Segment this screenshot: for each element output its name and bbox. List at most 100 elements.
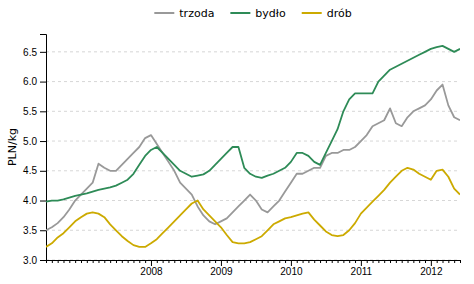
x-tick-mark <box>238 260 239 263</box>
x-tick-mark <box>454 260 455 263</box>
x-tick <box>437 260 438 263</box>
x-tick-mark <box>52 260 53 263</box>
x-tick-mark <box>63 260 64 263</box>
legend-label: trzoda <box>179 7 214 20</box>
x-tick <box>116 260 117 263</box>
legend-swatch <box>302 12 322 14</box>
x-tick <box>408 260 409 263</box>
grid-line <box>46 81 460 82</box>
grid-line <box>46 230 460 231</box>
series-line <box>46 46 460 202</box>
legend-item: bydło <box>230 7 286 20</box>
x-tick-mark <box>221 260 222 266</box>
x-tick-mark <box>98 260 99 263</box>
x-tick-mark <box>163 260 164 263</box>
x-tick <box>203 260 204 263</box>
x-tick <box>122 260 123 263</box>
x-tick-mark <box>122 260 123 263</box>
y-axis-title: PLN/kg <box>6 128 19 166</box>
y-tick-mark <box>40 141 46 142</box>
x-tick <box>215 260 216 263</box>
x-tick <box>355 260 356 263</box>
x-tick-mark <box>46 260 47 263</box>
x-axis: 20082009201020112012 <box>47 260 461 277</box>
y-axis: 3.03.54.04.55.05.56.06.5 <box>23 35 46 266</box>
y-tick-mark <box>40 52 46 53</box>
x-tick <box>233 260 234 263</box>
x-tick <box>87 260 88 263</box>
legend-label: drób <box>327 7 352 20</box>
x-tick <box>425 260 426 263</box>
series-line <box>46 168 460 247</box>
x-tick-mark <box>145 260 146 263</box>
legend-swatch <box>154 12 174 14</box>
plot-area: 3.03.54.04.55.05.56.06.52008200920102011… <box>23 35 460 278</box>
x-tick <box>332 260 333 263</box>
x-tick-mark <box>396 260 397 263</box>
y-tick-label: 3.0 <box>23 255 37 266</box>
x-tick-mark <box>314 260 315 263</box>
x-tick-mark <box>215 260 216 263</box>
x-tick <box>139 260 140 263</box>
x-tick-mark <box>425 260 426 263</box>
legend-item: trzoda <box>154 7 214 20</box>
x-tick-mark <box>250 260 251 263</box>
x-tick-mark <box>268 260 269 263</box>
x-tick <box>279 260 280 263</box>
x-tick <box>227 260 228 263</box>
x-tick-mark <box>338 260 339 263</box>
x-tick-mark <box>431 260 432 266</box>
y-tick: 4.0 <box>23 195 46 206</box>
x-tick <box>93 260 94 263</box>
x-tick-mark <box>355 260 356 263</box>
x-tick <box>413 260 414 263</box>
x-tick <box>63 260 64 263</box>
x-tick <box>157 260 158 263</box>
x-tick-mark <box>303 260 304 263</box>
x-tick <box>448 260 449 263</box>
x-tick: 2012 <box>420 260 443 277</box>
grid-line <box>46 141 460 142</box>
x-tick <box>110 260 111 263</box>
y-tick-mark <box>40 201 46 202</box>
x-tick <box>308 260 309 263</box>
x-tick-mark <box>256 260 257 263</box>
x-tick <box>460 260 461 263</box>
x-tick <box>419 260 420 263</box>
x-tick <box>338 260 339 263</box>
x-tick-mark <box>308 260 309 263</box>
y-tick: 6.5 <box>23 47 46 58</box>
x-tick-mark <box>297 260 298 263</box>
x-tick <box>174 260 175 263</box>
x-tick-label: 2008 <box>140 266 163 277</box>
x-tick <box>314 260 315 263</box>
x-tick <box>367 260 368 263</box>
grid-line <box>46 260 460 261</box>
x-tick <box>326 260 327 263</box>
x-tick-mark <box>373 260 374 263</box>
x-tick-mark <box>81 260 82 263</box>
x-tick <box>52 260 53 263</box>
y-tick-label: 6.5 <box>23 47 37 58</box>
x-tick-mark <box>157 260 158 263</box>
legend: trzoda bydło drób <box>154 7 351 20</box>
x-tick <box>81 260 82 263</box>
x-tick <box>373 260 374 263</box>
x-tick <box>133 260 134 263</box>
chart-svg: 3.03.54.04.55.05.56.06.52008200920102011… <box>0 0 474 284</box>
x-tick <box>262 260 263 263</box>
x-tick-mark <box>384 260 385 263</box>
x-tick-mark <box>198 260 199 263</box>
x-tick-mark <box>448 260 449 263</box>
y-tick: 3.0 <box>23 255 46 266</box>
y-tick-mark <box>40 82 46 83</box>
x-tick-mark <box>186 260 187 263</box>
grid-line <box>46 111 460 112</box>
x-tick <box>384 260 385 263</box>
y-tick: 3.5 <box>23 225 46 236</box>
grid <box>46 52 460 260</box>
x-tick <box>238 260 239 263</box>
y-tick: 5.5 <box>23 106 46 117</box>
x-tick-mark <box>408 260 409 263</box>
x-tick-mark <box>93 260 94 263</box>
